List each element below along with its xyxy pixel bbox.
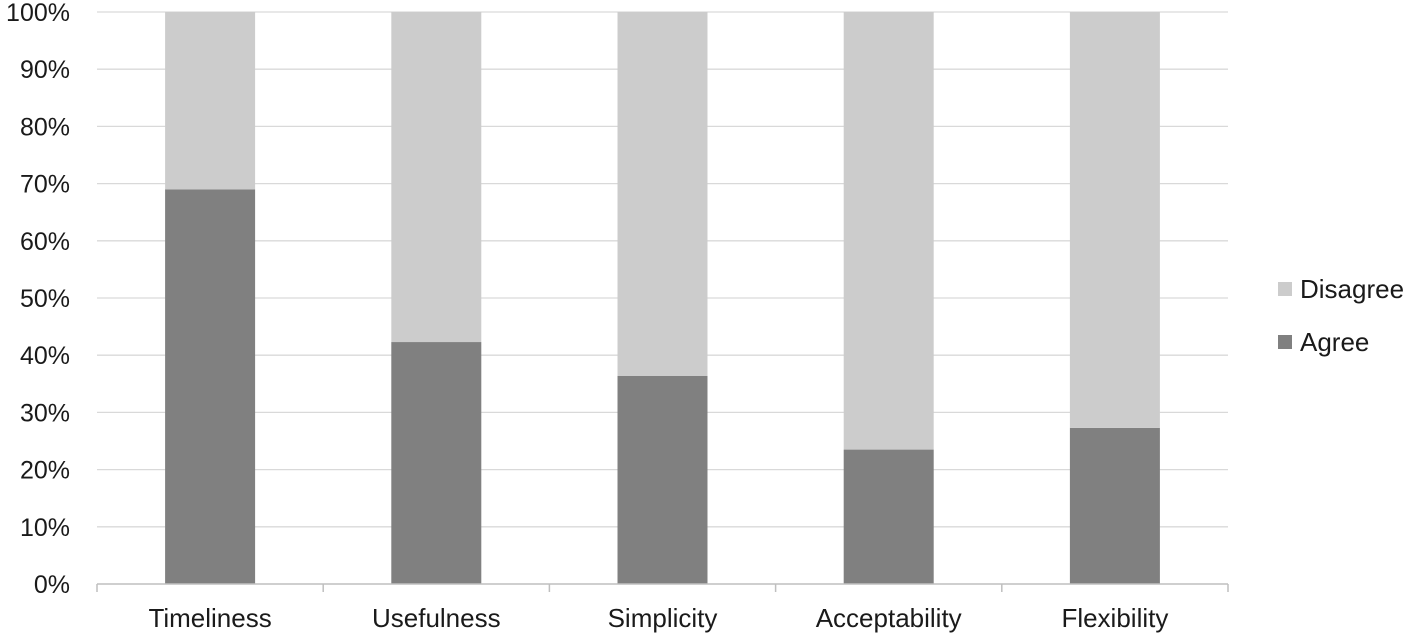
y-tick-label: 10% (20, 514, 70, 542)
bar-disagree-flexibility (1069, 12, 1160, 428)
bar-agree-simplicity (617, 375, 708, 584)
y-tick-label: 60% (20, 228, 70, 256)
x-axis (96, 583, 1229, 592)
y-tick-label: 50% (20, 285, 70, 313)
y-tick-label: 40% (20, 342, 70, 370)
bar-agree-flexibility (1069, 427, 1160, 584)
y-tick-label: 70% (20, 171, 70, 199)
x-tick-label: Flexibility (1061, 603, 1168, 633)
y-tick-label: 100% (6, 0, 70, 27)
y-tick-label: 30% (20, 399, 70, 427)
y-tick-label: 0% (34, 571, 70, 599)
x-tick-label: Simplicity (608, 603, 718, 633)
bar-disagree-usefulness (391, 12, 482, 343)
x-tick-label: Acceptability (816, 603, 962, 633)
bars (165, 12, 1160, 584)
bar-disagree-simplicity (617, 12, 708, 376)
bar-disagree-timeliness (165, 12, 256, 190)
y-tick-label: 90% (20, 56, 70, 84)
y-tick-label: 80% (20, 113, 70, 141)
x-axis-ticks: Timeliness Usefulness Simplicity Acceptabil… (148, 603, 1168, 633)
bar-agree-timeliness (165, 189, 256, 584)
bar-agree-acceptability (843, 449, 934, 584)
bar-agree-usefulness (391, 342, 482, 584)
y-tick-label: 20% (20, 457, 70, 485)
x-tick-label: Usefulness (372, 603, 501, 633)
x-tick-label: Timeliness (148, 603, 271, 633)
y-axis-ticks: 0% 10% 20% 30% 40% 50% 60% 70% 80% 90% 100% (6, 0, 70, 599)
bar-disagree-acceptability (843, 12, 934, 450)
legend-swatch-agree (1278, 335, 1292, 349)
legend-swatch-disagree (1278, 282, 1292, 296)
legend-label-disagree: Disagree (1300, 274, 1404, 304)
legend-label-agree: Agree (1300, 327, 1369, 357)
legend: Disagree Agree (1278, 274, 1404, 357)
